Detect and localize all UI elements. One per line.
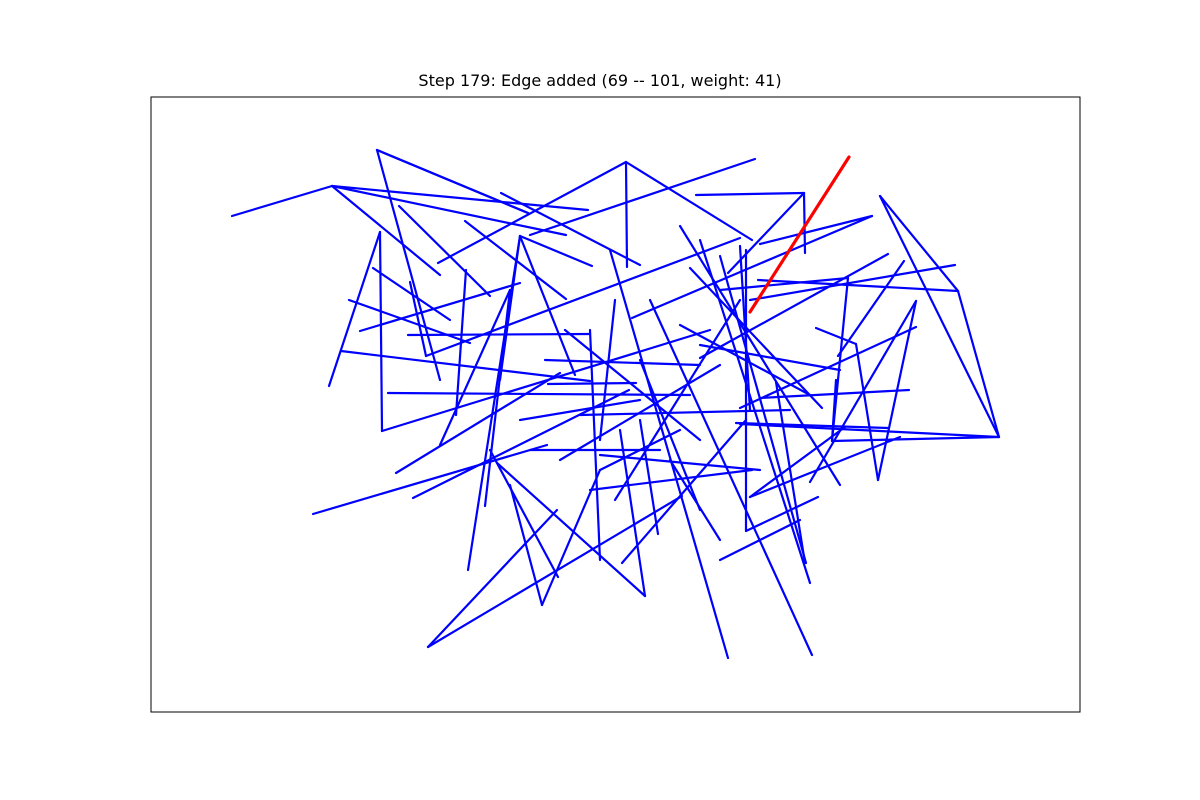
graph-edge xyxy=(438,288,512,447)
graph-edge xyxy=(648,298,814,657)
graph-edge xyxy=(718,276,850,292)
graph-edge xyxy=(508,483,544,607)
graph-edge xyxy=(518,234,594,268)
graph-edge xyxy=(499,191,642,267)
graph-edge xyxy=(311,443,549,516)
graph-edge xyxy=(878,194,960,293)
graph-edge xyxy=(956,289,1001,439)
graph-edge xyxy=(518,234,577,377)
graph-edge xyxy=(878,194,1001,439)
graph-edge xyxy=(608,248,730,660)
graph-edge xyxy=(454,268,468,417)
graph-edge xyxy=(330,184,568,237)
highlighted-edge xyxy=(748,155,851,314)
graph-edge xyxy=(598,298,617,442)
graph-edge xyxy=(694,191,806,197)
graph-edge xyxy=(748,425,847,499)
graph-edge xyxy=(230,184,334,218)
graph-edge xyxy=(718,518,802,562)
graph-edge xyxy=(802,191,807,255)
graph-edge xyxy=(375,148,442,382)
graph-edge xyxy=(588,468,754,492)
graph-edge xyxy=(624,160,754,242)
graph-edge xyxy=(518,398,642,422)
graph-edge xyxy=(718,254,808,565)
graph-edge xyxy=(540,468,602,607)
graph-edge xyxy=(495,461,647,598)
graph-edge xyxy=(546,381,638,386)
graph-edge xyxy=(830,276,850,443)
graph-edge xyxy=(375,148,530,215)
graph-edge xyxy=(378,230,384,433)
graph-edge xyxy=(394,371,562,475)
graph-edge xyxy=(756,278,960,293)
graph-edge xyxy=(578,408,792,417)
graph-edge xyxy=(758,214,874,246)
graph-edge xyxy=(424,236,742,358)
graph-edge xyxy=(598,428,682,472)
graph-edge xyxy=(678,323,812,397)
graph-edge xyxy=(748,263,957,302)
graph-edge xyxy=(543,358,702,367)
graph-edge xyxy=(830,435,1001,443)
edge-group xyxy=(230,148,1001,660)
graph-edge xyxy=(638,418,660,536)
graph-edge xyxy=(327,230,382,388)
graph-edge xyxy=(688,266,824,410)
graph-edge xyxy=(668,458,722,542)
graph-edge xyxy=(339,349,592,383)
graph-edge xyxy=(748,435,902,499)
graph-edge xyxy=(528,157,757,237)
graph-edge xyxy=(483,288,512,508)
graph-edge xyxy=(620,418,748,565)
graph-edge xyxy=(630,214,874,320)
graph-edge xyxy=(588,328,602,562)
graph-edge xyxy=(854,342,880,482)
graph-edge xyxy=(744,495,820,533)
graph-edge xyxy=(397,204,492,298)
graph-edge xyxy=(436,160,628,265)
chart-title: Step 179: Edge added (69 -- 101, weight:… xyxy=(418,71,782,90)
graph-edge xyxy=(613,298,742,502)
graph-edge xyxy=(488,448,560,579)
graph-edge xyxy=(408,280,428,358)
graph-edge xyxy=(558,363,722,462)
graph-edge xyxy=(734,421,890,430)
graph-edge xyxy=(330,184,442,277)
graph-edge xyxy=(563,328,702,442)
graph-edge xyxy=(358,281,522,333)
graph-edge xyxy=(386,391,692,397)
graph-edge xyxy=(406,332,592,337)
graph-edge xyxy=(624,160,629,269)
graph-edge xyxy=(698,343,842,372)
graph-edge xyxy=(814,326,858,346)
graph-edge xyxy=(774,380,807,565)
